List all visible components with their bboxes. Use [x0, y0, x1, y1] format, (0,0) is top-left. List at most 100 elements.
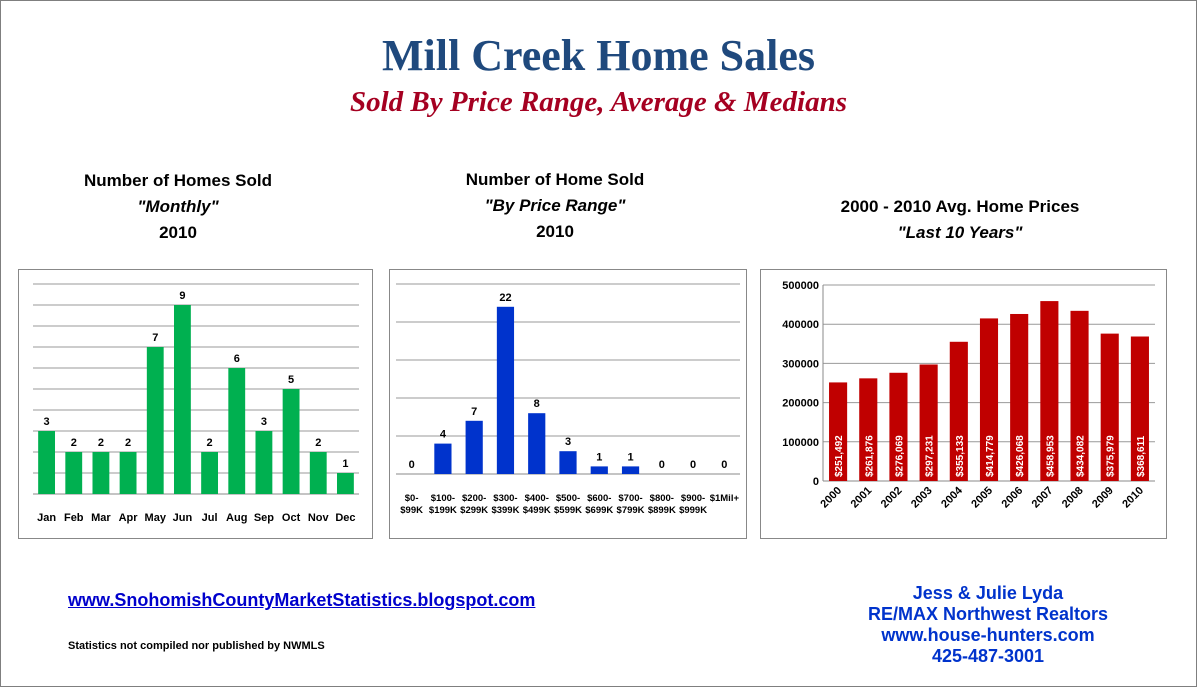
bar [621, 466, 640, 474]
avg-price-heading-line2: "Last 10 Years" [897, 223, 1023, 242]
data-label: 8 [534, 398, 540, 410]
x-tick-label: 2003 [909, 485, 935, 511]
x-tick-label: May [145, 512, 167, 524]
data-label: 7 [471, 406, 477, 418]
bar [1040, 301, 1059, 481]
data-label: 5 [288, 374, 294, 386]
y-tick-label: 400000 [782, 319, 819, 331]
data-label: $261,876 [864, 435, 875, 477]
data-label: 1 [596, 451, 602, 463]
monthly-chart-box: 3 Jan 2 Feb 2 Mar 2 Apr 7 May 9 Jun 2 Jul 6 Aug 3 Sep 5 Oct… [18, 269, 373, 539]
data-label: $375,979 [1106, 435, 1117, 477]
data-label: 2 [125, 437, 131, 449]
x-tick-label: Jun [173, 512, 193, 524]
x-tick-label: 2010 [1120, 485, 1146, 511]
x-tick-label: Nov [308, 512, 330, 524]
x-tick-label: Mar [91, 512, 111, 524]
data-label: 0 [721, 459, 727, 471]
x-tick-label: 2006 [1000, 485, 1026, 511]
bar [282, 389, 300, 494]
bar [228, 368, 246, 494]
data-label: 2 [98, 437, 104, 449]
bar [496, 306, 515, 474]
data-label: 4 [440, 429, 447, 441]
contact-name: Jess & Julie Lyda [912, 583, 1064, 603]
blog-link[interactable]: www.SnohomishCountyMarketStatistics.blog… [68, 590, 536, 610]
data-label: $276,069 [894, 435, 905, 477]
data-label: 3 [44, 416, 50, 428]
x-tick-label: $499K [523, 505, 551, 516]
bar [829, 382, 848, 481]
data-label: $355,133 [955, 435, 966, 477]
x-tick-label: $0- [405, 493, 419, 504]
data-label: 6 [234, 353, 240, 365]
data-label: $251,492 [834, 435, 845, 477]
price-range-chart: 0 $0-$99K 4 $100-$199K 7 $200-$299K 22 $300-$39… [396, 283, 740, 516]
x-tick-label: 2002 [879, 485, 905, 511]
x-tick-label: Jan [37, 512, 56, 524]
bar [590, 466, 608, 474]
x-tick-label: Sep [254, 512, 274, 524]
x-tick-label: 2004 [939, 484, 965, 510]
monthly-heading-line2: "Monthly" [137, 197, 219, 216]
bar [949, 341, 968, 481]
bar [434, 443, 452, 474]
x-tick-label: Feb [64, 512, 84, 524]
x-tick-label: $400- [525, 493, 549, 504]
data-label: 0 [659, 459, 665, 471]
data-label: $434,082 [1076, 435, 1087, 477]
avg-price-chart-heading: 2000 - 2010 Avg. Home Prices "Last 10 Ye… [790, 194, 1130, 246]
bar [173, 305, 191, 494]
contact-company: RE/MAX Northwest Realtors [867, 604, 1109, 624]
bar [859, 378, 878, 481]
x-tick-label: Aug [226, 512, 247, 524]
bar [1070, 310, 1089, 481]
y-tick-label: 200000 [782, 398, 819, 410]
data-label: 7 [152, 332, 158, 344]
data-label: 2 [71, 437, 77, 449]
data-label: 2 [315, 437, 321, 449]
bar [919, 364, 938, 481]
x-tick-label: $399K [491, 505, 519, 516]
x-tick-label: $1Mil+ [710, 493, 740, 504]
avg-price-chart-box: 0 100000 200000 300000 400000 500000 $251,492 2… [760, 269, 1167, 539]
monthly-heading-line1: Number of Homes Sold [84, 171, 272, 190]
contact-phone: 425-487-3001 [931, 646, 1045, 666]
bar [1100, 333, 1119, 481]
avg-price-chart: 0 100000 200000 300000 400000 500000 $251,492 2… [782, 280, 1155, 511]
x-tick-label: $300- [493, 493, 517, 504]
x-tick-label: $299K [460, 505, 488, 516]
x-tick-label: $999K [679, 505, 707, 516]
contact-block: Jess & Julie Lyda RE/MAX Northwest Realt… [838, 583, 1138, 667]
x-tick-label: $199K [429, 505, 457, 516]
contact-website[interactable]: www.house-hunters.com [881, 625, 1095, 645]
x-tick-label: $500- [556, 493, 580, 504]
price-range-chart-heading: Number of Home Sold "By Price Range" 201… [405, 167, 705, 245]
data-label: 22 [499, 292, 511, 304]
data-label: 0 [409, 459, 415, 471]
data-label: 0 [690, 459, 696, 471]
price-range-chart-box: 0 $0- $99K 4 $100- $199K 7 $200- $299K 22 $300- $39… [389, 269, 747, 539]
bar [255, 431, 273, 494]
x-tick-label: $600- [587, 493, 611, 504]
monthly-chart-heading: Number of Homes Sold "Monthly" 2010 [28, 168, 328, 246]
x-tick-label: 2001 [849, 485, 875, 511]
data-label: 2 [207, 437, 213, 449]
bar [336, 473, 354, 494]
x-tick-label: $99K [400, 505, 423, 516]
avg-price-heading-line1: 2000 - 2010 Avg. Home Prices [840, 197, 1080, 216]
y-tick-label: 300000 [782, 358, 819, 370]
bar [146, 347, 164, 494]
data-label: 3 [565, 436, 571, 448]
data-label: $458,953 [1045, 435, 1056, 477]
data-label: 9 [179, 290, 185, 302]
price-range-heading-line3: 2010 [536, 222, 574, 241]
x-tick-label: $700- [618, 493, 642, 504]
bar [201, 452, 219, 494]
monthly-heading-line3: 2010 [159, 223, 197, 242]
x-tick-label: Oct [282, 512, 301, 524]
x-tick-label: $799K [617, 505, 645, 516]
x-tick-label: $200- [462, 493, 486, 504]
x-tick-label: Dec [335, 512, 355, 524]
price-range-heading-line2: "By Price Range" [484, 196, 626, 215]
